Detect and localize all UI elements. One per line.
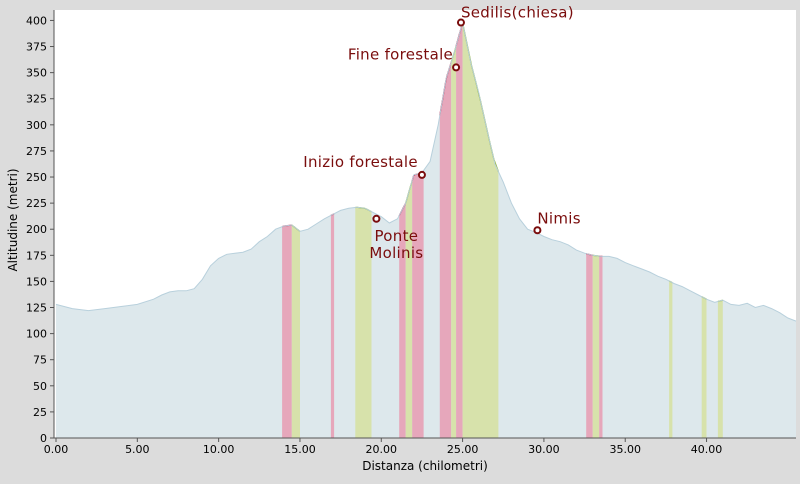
x-tick-label: 35.00 (609, 443, 641, 456)
y-tick-label: 275 (26, 145, 47, 158)
y-tick-label: 75 (33, 354, 47, 367)
annotation-label: Fine forestale (348, 45, 453, 63)
band-ascent-6 (412, 171, 423, 438)
y-tick-label: 375 (26, 41, 47, 54)
band-descent-1 (292, 225, 300, 438)
y-tick-label: 100 (26, 328, 47, 341)
band-descent-16 (718, 300, 723, 438)
band-ascent-13 (599, 256, 602, 438)
y-tick-label: 25 (33, 406, 47, 419)
band-ascent-2 (331, 214, 334, 438)
y-tick-label: 125 (26, 302, 47, 315)
band-ascent-0 (282, 225, 292, 438)
y-tick-label: 50 (33, 380, 47, 393)
band-descent-8 (451, 46, 456, 438)
band-ascent-11 (586, 254, 593, 438)
x-tick-label: 0.00 (44, 443, 69, 456)
annotation-marker (419, 172, 425, 178)
x-tick-label: 20.00 (366, 443, 398, 456)
y-tick-label: 350 (26, 67, 47, 80)
y-axis-title: Altitudine (metri) (6, 168, 20, 271)
x-tick-label: 5.00 (125, 443, 150, 456)
band-descent-15 (702, 297, 707, 438)
x-tick-label: 40.00 (691, 443, 723, 456)
annotation-label: Sedilis(chiesa) (461, 4, 574, 22)
annotation-label: Molinis (369, 244, 423, 262)
y-tick-label: 300 (26, 119, 47, 132)
y-tick-label: 200 (26, 223, 47, 236)
x-axis-title: Distanza (chilometri) (362, 459, 488, 473)
y-tick-label: 150 (26, 275, 47, 288)
band-descent-3 (355, 207, 371, 438)
y-tick-label: 400 (26, 14, 47, 27)
annotation-label: Nimis (537, 209, 580, 227)
annotation-marker (373, 216, 379, 222)
annotation-label: Inizio forestale (303, 153, 418, 171)
band-ascent-7 (440, 62, 451, 438)
x-tick-label: 25.00 (447, 443, 479, 456)
band-descent-5 (406, 181, 413, 438)
y-tick-label: 250 (26, 171, 47, 184)
y-tick-label: 325 (26, 93, 47, 106)
band-descent-12 (593, 255, 600, 438)
annotation-marker (453, 64, 459, 70)
band-descent-14 (669, 281, 672, 438)
x-tick-label: 15.00 (284, 443, 316, 456)
x-tick-label: 30.00 (528, 443, 560, 456)
band-ascent-9 (456, 23, 463, 439)
x-tick-label: 10.00 (203, 443, 235, 456)
annotation-marker (534, 227, 540, 233)
annotation-label: Ponte (374, 227, 418, 245)
y-tick-label: 225 (26, 197, 47, 210)
y-tick-label: 175 (26, 249, 47, 262)
